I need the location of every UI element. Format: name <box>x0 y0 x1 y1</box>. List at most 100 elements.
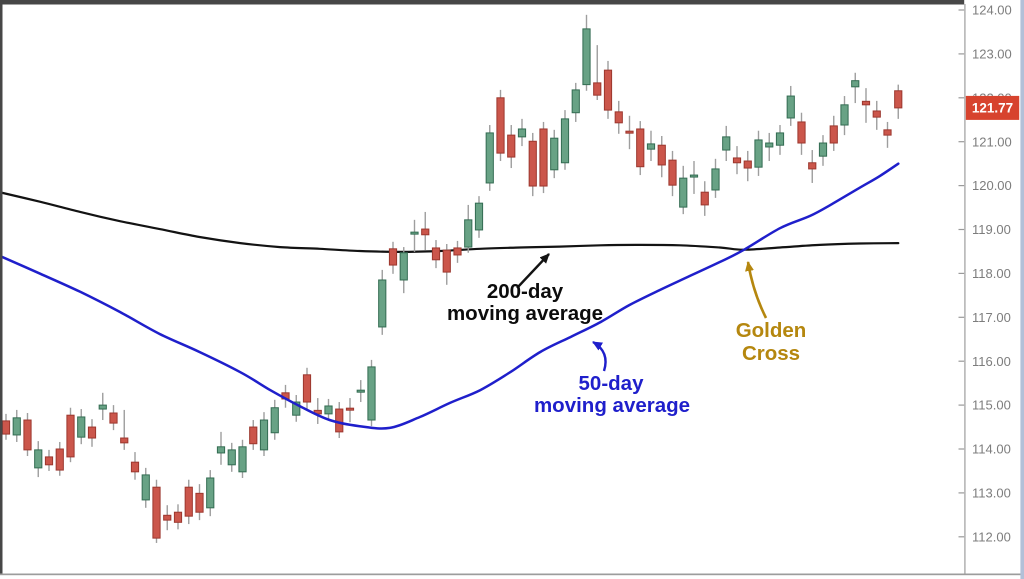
candle-body <box>410 231 419 235</box>
candle-body <box>496 97 505 154</box>
y-axis-label: 115.00 <box>972 398 1011 413</box>
candle-body <box>163 514 172 521</box>
candle-body <box>152 486 161 539</box>
candle-body <box>700 191 709 206</box>
candle-body <box>1 420 11 435</box>
candle-body <box>292 401 301 416</box>
candle-down <box>431 240 441 269</box>
candle-down <box>636 121 645 176</box>
candle-up <box>367 359 376 427</box>
candle-down <box>883 121 892 148</box>
candle-body <box>66 414 75 458</box>
arrow-to-ma50 <box>592 340 607 372</box>
candle-up <box>474 196 484 238</box>
candle-body <box>335 408 344 433</box>
candle-body <box>507 134 516 158</box>
candle-body <box>818 142 828 157</box>
candle-up <box>560 110 570 170</box>
y-axis-label: 113.00 <box>972 486 1011 501</box>
candle-body <box>184 486 193 517</box>
candle-up <box>754 130 763 176</box>
candle-body <box>550 137 559 171</box>
y-axis-label: 116.00 <box>972 354 1011 369</box>
candle-down <box>496 89 505 162</box>
candle-up <box>141 467 150 508</box>
candle-body <box>44 456 54 466</box>
candle-up <box>77 409 86 445</box>
candle-body <box>808 162 817 170</box>
candle-body <box>216 446 226 454</box>
candle-up <box>227 442 236 472</box>
ma50-line <box>0 162 900 430</box>
candle-up <box>270 399 279 440</box>
bottom-border <box>0 573 1024 576</box>
candle-up <box>851 72 860 104</box>
candles-layer <box>1 14 903 543</box>
candle-body <box>442 249 451 273</box>
candle-up <box>689 161 699 194</box>
candle-up <box>550 129 559 179</box>
candle-body <box>109 412 118 424</box>
y-axis-label: 124.00 <box>972 3 1012 18</box>
ma200-label-line1: 200-day <box>487 280 564 303</box>
candle-up <box>775 125 785 155</box>
candle-up <box>765 132 774 162</box>
candle-body <box>324 405 333 415</box>
arrow-to-golden-cross <box>745 261 768 319</box>
candle-up <box>12 409 21 442</box>
candle-body <box>345 407 355 411</box>
candle-up <box>259 412 269 457</box>
candle-body <box>464 219 473 248</box>
candle-down <box>593 45 602 100</box>
candle-up <box>679 165 688 215</box>
candle-body <box>883 129 892 136</box>
y-axis-label: 112.00 <box>972 529 1011 544</box>
candle-up <box>399 247 408 294</box>
candle-down <box>120 409 129 450</box>
candle-body <box>238 446 247 473</box>
y-axis-line <box>964 4 966 574</box>
y-axis-label: 119.00 <box>972 222 1011 237</box>
candle-down <box>528 132 537 197</box>
candle-up <box>98 392 107 421</box>
candle-down <box>23 413 32 457</box>
candle-up <box>517 118 527 147</box>
candle-down <box>173 504 183 530</box>
candle-body <box>539 128 548 187</box>
candle-up <box>356 380 365 403</box>
candle-up <box>464 204 473 253</box>
candle-body <box>77 416 86 438</box>
candle-up <box>646 130 656 162</box>
price-axis[interactable]: 124.00123.00122.00121.00120.00119.00118.… <box>958 3 1012 545</box>
candle-up <box>324 398 333 421</box>
candle-body <box>582 28 591 86</box>
candle-down <box>700 181 709 216</box>
candle-down <box>249 420 258 450</box>
candle-down <box>894 84 903 119</box>
candle-body <box>270 407 279 434</box>
candle-body <box>732 157 742 164</box>
candle-body <box>711 168 720 191</box>
candle-down <box>625 115 634 150</box>
candle-up <box>818 135 828 166</box>
candle-body <box>12 417 21 436</box>
candle-body <box>130 461 140 473</box>
candle-body <box>431 247 441 261</box>
candle-down <box>808 150 817 183</box>
candle-body <box>689 174 699 178</box>
candle-body <box>141 474 150 501</box>
candle-body <box>120 437 129 444</box>
candle-body <box>625 130 634 134</box>
golden-cross-label-line2: Cross <box>742 342 800 365</box>
candle-up <box>485 125 494 191</box>
candle-down <box>421 211 430 251</box>
y-axis-label: 120.00 <box>972 178 1012 193</box>
candle-body <box>743 160 752 169</box>
last-price-tag: 121.77 <box>965 95 1020 120</box>
candle-body <box>560 118 570 164</box>
candle-body <box>775 132 785 146</box>
candle-body <box>399 252 408 281</box>
